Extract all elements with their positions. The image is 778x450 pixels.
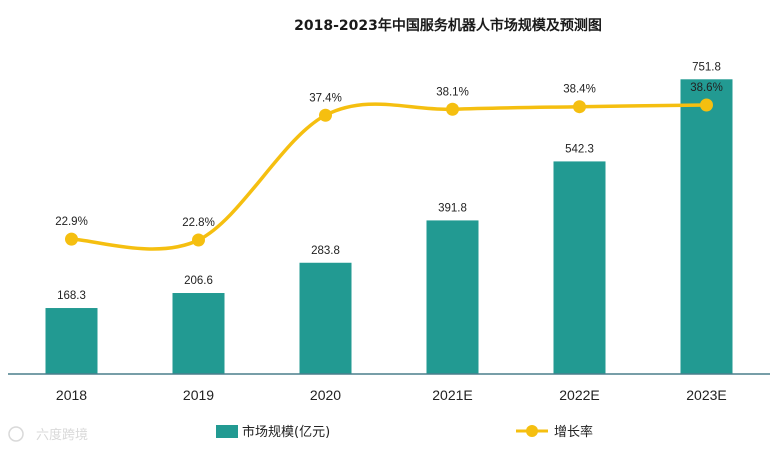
bar-value-label: 391.8 <box>438 202 467 214</box>
chart-title: 2018-2023年中国服务机器人市场规模及预测图 <box>294 17 602 34</box>
x-tick-label: 2019 <box>183 387 214 403</box>
legend-bar-label: 市场规模(亿元) <box>242 424 330 440</box>
x-axis-ticks: 2018 2019 2020 2021E 2022E 2023E <box>56 387 727 403</box>
bar-value-label: 206.6 <box>184 275 213 287</box>
growth-value-label: 38.1% <box>436 86 469 98</box>
x-tick-label: 2022E <box>559 387 599 403</box>
bar-value-label: 168.3 <box>57 290 86 302</box>
watermark-text: 六度跨境 <box>36 427 88 443</box>
x-tick-label: 2020 <box>310 387 341 403</box>
legend-line-label: 增长率 <box>554 424 593 440</box>
growth-value-label: 37.4% <box>309 92 342 104</box>
growth-point <box>446 102 459 116</box>
bar <box>680 79 733 374</box>
growth-point <box>573 100 586 114</box>
bar <box>45 308 98 374</box>
growth-value-label: 38.4% <box>563 84 596 96</box>
growth-point <box>319 108 332 122</box>
watermark-logo-icon <box>8 426 24 442</box>
growth-point <box>192 233 205 247</box>
growth-point <box>700 98 713 112</box>
x-tick-label: 2023E <box>686 387 726 403</box>
growth-point <box>65 232 78 246</box>
legend: 市场规模(亿元) 增长率 <box>216 424 593 440</box>
x-tick-label: 2021E <box>432 387 472 403</box>
growth-value-label: 38.6% <box>690 82 723 94</box>
legend-bar-swatch <box>216 425 238 438</box>
x-tick-label: 2018 <box>56 387 87 403</box>
bars-layer: 168.3 206.6 283.8 391.8 542.3 751.8 <box>45 61 733 374</box>
growth-value-label: 22.9% <box>55 216 88 228</box>
bar <box>553 161 606 374</box>
bar-value-label: 542.3 <box>565 143 594 155</box>
bar <box>426 220 479 374</box>
bar-value-label: 283.8 <box>311 245 340 257</box>
growth-value-label: 22.8% <box>182 217 215 229</box>
bar-value-label: 751.8 <box>692 61 721 73</box>
legend-line-marker <box>526 425 538 437</box>
growth-line <box>71 102 707 251</box>
bar <box>172 293 225 374</box>
watermark: 六度跨境 <box>8 426 88 443</box>
growth-line-layer: 22.9% 22.8% 37.4% 38.1% 38.4% 38.6% <box>55 82 723 251</box>
bar <box>299 262 352 374</box>
